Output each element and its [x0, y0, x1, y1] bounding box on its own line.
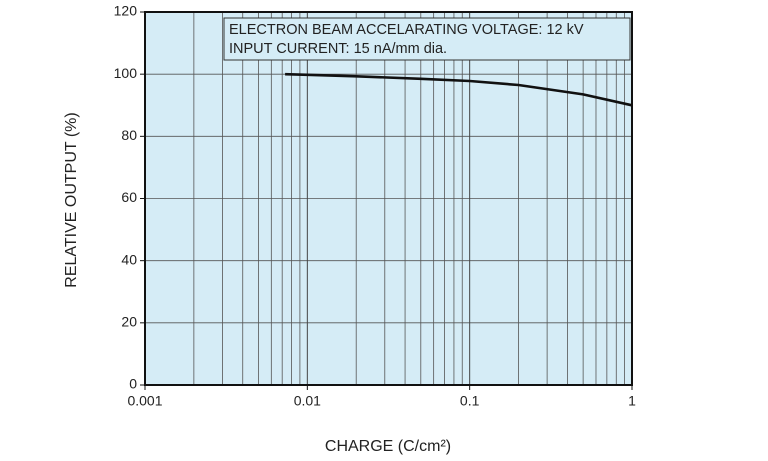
x-tick-label: 0.1 — [460, 393, 480, 409]
y-tick-label: 0 — [129, 376, 137, 392]
y-axis-label: RELATIVE OUTPUT (%) — [63, 112, 80, 287]
x-axis-label: CHARGE (C/cm²) — [325, 438, 451, 455]
annotation: INPUT CURRENT: 15 nA/mm dia. — [229, 41, 447, 57]
x-tick-label: 0.01 — [294, 393, 321, 409]
y-tick-label: 120 — [114, 3, 138, 19]
y-tick-label: 60 — [121, 189, 137, 205]
data-line — [285, 72, 633, 107]
x-tick-label: 1 — [628, 393, 636, 409]
y-tick-label: 40 — [121, 251, 137, 267]
y-tick-label: 20 — [121, 314, 137, 330]
annotation-box — [223, 17, 631, 61]
annotation: ELECTRON BEAM ACCELARATING VOLTAGE: 12 k… — [229, 22, 584, 38]
y-tick-label: 80 — [121, 127, 137, 143]
y-tick-label: 100 — [114, 65, 138, 81]
x-tick-label: 0.001 — [127, 393, 162, 409]
plot-frame — [144, 11, 633, 386]
